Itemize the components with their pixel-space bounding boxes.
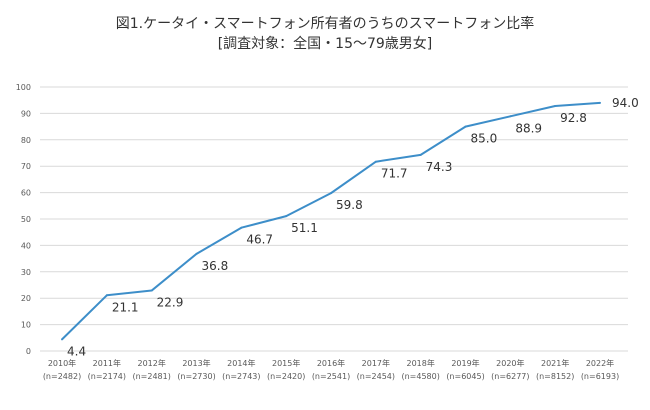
x-tick-sublabel: (n=4580) — [401, 372, 439, 381]
data-label: 94.0 — [612, 96, 639, 110]
data-point — [61, 338, 63, 341]
data-label: 51.1 — [291, 221, 318, 235]
x-tick-label: 2016年 — [317, 358, 345, 368]
x-tick-sublabel: (n=2481) — [132, 372, 170, 381]
data-point — [105, 294, 108, 297]
y-tick-label: 40 — [21, 241, 31, 250]
y-tick-label: 60 — [21, 189, 31, 198]
x-tick-sublabel: (n=6193) — [581, 372, 619, 381]
chart-title: 図1.ケータイ・スマートフォン所有者のうちのスマートフォン比率 — [115, 16, 535, 32]
x-tick-label: 2014年 — [227, 358, 255, 368]
data-point — [150, 289, 153, 292]
x-tick-label: 2013年 — [182, 358, 210, 368]
y-tick-label: 70 — [21, 162, 31, 171]
x-tick-label: 2011年 — [93, 358, 121, 368]
x-tick-sublabel: (n=2174) — [88, 372, 126, 381]
x-tick-sublabel: (n=2482) — [43, 372, 81, 381]
x-tick-sublabel: (n=8152) — [536, 372, 574, 381]
x-tick-label: 2018年 — [406, 358, 434, 368]
data-label: 22.9 — [157, 296, 184, 310]
data-point — [419, 153, 422, 156]
x-tick-sublabel: (n=2730) — [177, 372, 215, 381]
data-point — [464, 125, 467, 128]
data-label: 92.8 — [560, 111, 587, 125]
x-tick-label: 2012年 — [137, 358, 165, 368]
x-tick-sublabel: (n=2743) — [222, 372, 260, 381]
data-point — [285, 215, 288, 218]
data-label: 74.3 — [426, 160, 453, 174]
x-tick-sublabel: (n=6277) — [491, 372, 529, 381]
data-point — [330, 192, 332, 195]
y-tick-label: 90 — [21, 109, 31, 118]
y-tick-label: 80 — [21, 136, 31, 145]
series-line — [61, 101, 601, 341]
data-point — [554, 105, 557, 108]
y-tick-label: 100 — [16, 83, 31, 92]
x-tick-label: 2015年 — [272, 358, 300, 368]
x-tick-sublabel: (n=6045) — [446, 372, 484, 381]
x-tick-sublabel: (n=2541) — [312, 372, 350, 381]
data-label: 88.9 — [515, 121, 542, 135]
data-label: 59.8 — [336, 198, 363, 212]
data-label: 36.8 — [202, 259, 229, 273]
x-tick-label: 2022年 — [586, 358, 614, 368]
y-tick-label: 20 — [21, 294, 31, 303]
data-label: 85.0 — [471, 132, 498, 146]
x-tick-sublabel: (n=2420) — [267, 372, 305, 381]
x-tick-label: 2021年 — [541, 358, 569, 368]
chart-title-block: 図1.ケータイ・スマートフォン所有者のうちのスマートフォン比率 [調査対象：全国… — [0, 14, 650, 54]
data-point — [599, 101, 601, 104]
data-label: 4.4 — [67, 344, 86, 358]
y-tick-label: 0 — [26, 347, 31, 356]
y-tick-label: 30 — [21, 268, 31, 277]
data-label: 21.1 — [112, 300, 139, 314]
data-point — [374, 160, 377, 163]
y-tick-label: 10 — [21, 321, 31, 330]
chart-subtitle: [調査対象：全国・15〜79歳男女] — [217, 36, 433, 52]
x-tick-label: 2017年 — [362, 358, 390, 368]
x-tick-label: 2019年 — [451, 358, 479, 368]
data-point — [240, 226, 243, 229]
data-label: 71.7 — [381, 167, 408, 181]
data-point — [195, 252, 198, 255]
y-tick-label: 50 — [21, 215, 31, 224]
x-tick-label: 2020年 — [496, 358, 524, 368]
data-point — [509, 115, 512, 118]
x-tick-sublabel: (n=2454) — [357, 372, 395, 381]
data-label: 46.7 — [246, 233, 273, 247]
x-tick-label: 2010年 — [48, 358, 76, 368]
